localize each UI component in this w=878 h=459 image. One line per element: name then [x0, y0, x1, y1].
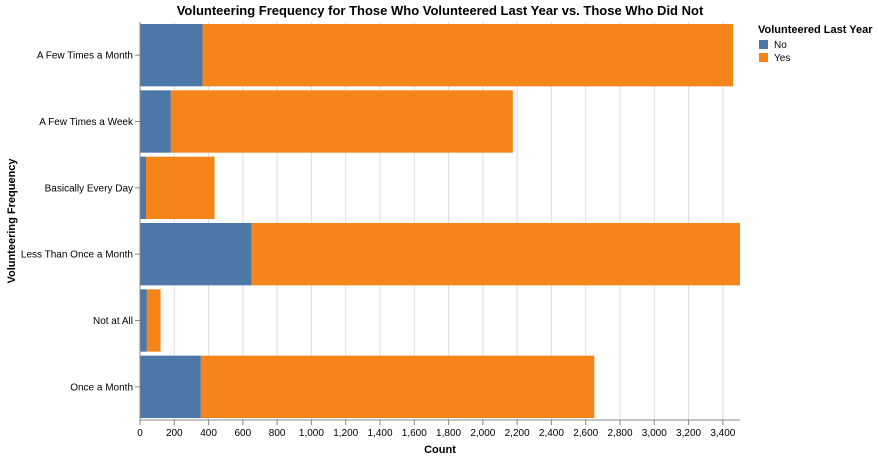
x-tick-label: 3,000 — [642, 428, 667, 439]
x-tick-label: 400 — [200, 428, 217, 439]
x-tick-label: 1,600 — [402, 428, 427, 439]
x-tick-label: 2,200 — [505, 428, 530, 439]
x-tick-label: 3,400 — [710, 428, 735, 439]
bar-yes-5 — [200, 355, 595, 418]
bars — [140, 24, 740, 418]
x-tick-label: 2,600 — [573, 428, 598, 439]
bar-yes-2 — [146, 156, 215, 219]
x-tick-label: 2,400 — [539, 428, 564, 439]
legend: Volunteered Last Year No Yes — [758, 24, 873, 64]
legend-label-yes: Yes — [774, 53, 790, 64]
legend-swatch-no — [759, 40, 768, 49]
y-tick-label: Once a Month — [70, 382, 133, 393]
legend-title: Volunteered Last Year — [758, 24, 873, 36]
bar-no-0 — [140, 24, 203, 87]
x-tick-label: 2,800 — [607, 428, 632, 439]
gridlines — [139, 22, 724, 420]
legend-label-no: No — [774, 40, 787, 51]
y-tick-label: A Few Times a Month — [37, 51, 133, 62]
legend-swatch-yes — [759, 53, 768, 62]
x-tick-label: 600 — [235, 428, 252, 439]
y-tick-label: Less Than Once a Month — [21, 250, 133, 261]
x-tick-label: 800 — [269, 428, 286, 439]
x-axis-title: Count — [424, 444, 456, 456]
chart-title: Volunteering Frequency for Those Who Vol… — [177, 3, 704, 18]
y-axis-title: Volunteering Frequency — [6, 158, 18, 284]
y-axis: A Few Times a Month A Few Times a Week Bas… — [21, 22, 141, 420]
x-tick-label: 1,200 — [333, 428, 358, 439]
x-tick-label: 0 — [137, 428, 143, 439]
y-tick-label: A Few Times a Week — [39, 117, 134, 128]
bar-no-5 — [140, 355, 201, 418]
bar-no-1 — [140, 90, 171, 153]
y-tick-label: Not at All — [93, 316, 133, 327]
bar-yes-4 — [146, 289, 161, 352]
x-tick-label: 1,400 — [367, 428, 392, 439]
bar-no-4 — [140, 289, 147, 352]
x-tick-label: 3,200 — [676, 428, 701, 439]
x-tick-label: 2,000 — [470, 428, 495, 439]
bar-no-3 — [140, 223, 252, 286]
bar-yes-3 — [251, 223, 740, 286]
x-tick-label: 1,800 — [436, 428, 461, 439]
y-tick-label: Basically Every Day — [45, 183, 133, 194]
x-tick-label: 1,000 — [299, 428, 324, 439]
bar-yes-1 — [170, 90, 513, 153]
bar-no-2 — [140, 156, 146, 219]
x-axis: 0 200 400 600 800 1,000 1,200 1,400 1,600 1,800 2,… — [137, 419, 740, 439]
bar-yes-0 — [202, 24, 734, 87]
x-tick-label: 200 — [166, 428, 183, 439]
